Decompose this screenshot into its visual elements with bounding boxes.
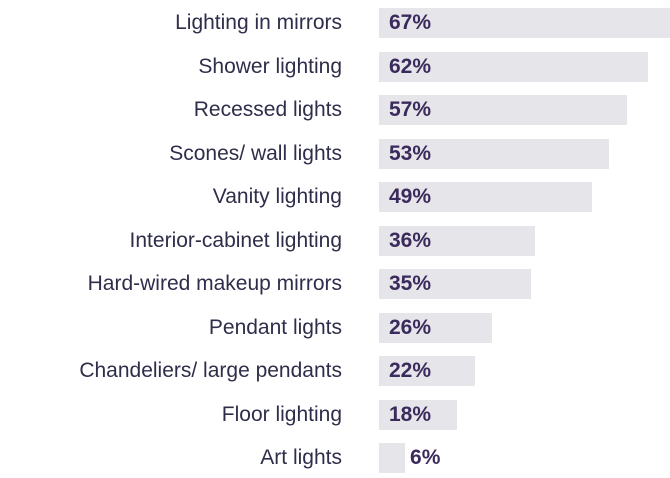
bar bbox=[379, 51, 649, 82]
value-label: 26% bbox=[389, 315, 432, 339]
bar bbox=[379, 95, 627, 125]
value-label: 6% bbox=[410, 446, 441, 469]
bar bbox=[379, 399, 458, 430]
bar bbox=[379, 138, 610, 169]
bar bbox=[379, 356, 475, 386]
bar bbox=[379, 269, 531, 299]
category-label: Shower lighting bbox=[198, 54, 342, 78]
category-label: Vanity lighting bbox=[212, 185, 342, 208]
value-label: 62% bbox=[389, 54, 432, 78]
value-label: 53% bbox=[389, 141, 432, 165]
category-label: Art lights bbox=[260, 446, 342, 469]
bar bbox=[379, 225, 536, 256]
value-label: 49% bbox=[389, 185, 432, 208]
category-label: Chandeliers/ large pendants bbox=[79, 359, 342, 382]
bar bbox=[379, 182, 592, 212]
value-label: 18% bbox=[389, 402, 432, 426]
bar bbox=[379, 312, 492, 343]
value-label: 57% bbox=[389, 98, 432, 121]
category-label: Hard-wired makeup mirrors bbox=[87, 272, 342, 295]
category-label: Scones/ wall lights bbox=[169, 141, 342, 165]
value-label: 36% bbox=[389, 228, 432, 252]
value-label: 67% bbox=[389, 11, 432, 34]
value-label: 35% bbox=[389, 272, 432, 295]
category-label: Recessed lights bbox=[193, 98, 342, 121]
category-label: Pendant lights bbox=[208, 315, 342, 339]
category-label: Lighting in mirrors bbox=[175, 11, 342, 34]
bar bbox=[379, 8, 670, 38]
value-label: 22% bbox=[389, 359, 432, 382]
category-label: Interior-cabinet lighting bbox=[129, 228, 342, 252]
category-label: Floor lighting bbox=[221, 402, 342, 426]
bar bbox=[379, 443, 406, 473]
